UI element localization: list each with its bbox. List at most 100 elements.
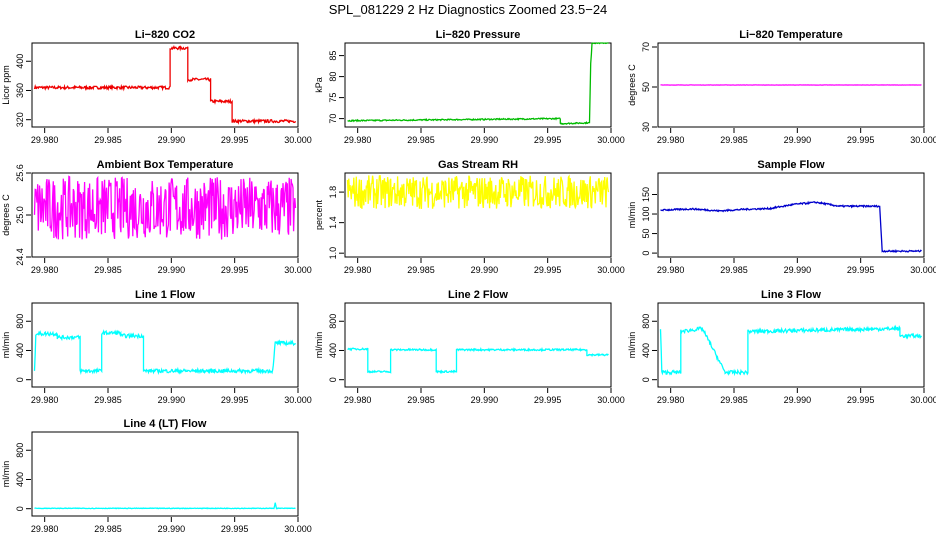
x-tick-label: 30.000 xyxy=(597,265,625,275)
x-tick-label: 29.985 xyxy=(407,265,435,275)
y-tick-label: 70 xyxy=(641,42,651,52)
panel-title: Li−820 Pressure xyxy=(436,29,521,41)
x-tick-label: 29.995 xyxy=(847,135,875,145)
y-axis-label: ml/min xyxy=(627,202,637,229)
panel-title: Line 1 Flow xyxy=(135,289,195,301)
y-tick-label: 85 xyxy=(328,51,338,61)
x-tick-label: 29.995 xyxy=(847,395,875,405)
y-tick-label: 50 xyxy=(641,82,651,92)
y-axis-label: ml/min xyxy=(627,332,637,359)
y-tick-label: 80 xyxy=(328,72,338,82)
figure-title: SPL_081229 2 Hz Diagnostics Zoomed 23.5−… xyxy=(329,2,608,17)
x-tick-label: 29.980 xyxy=(31,135,59,145)
y-axis-label: degrees C xyxy=(627,64,637,106)
x-tick-label: 29.985 xyxy=(94,265,122,275)
x-tick-label: 29.995 xyxy=(221,395,249,405)
panel-title: Ambient Box Temperature xyxy=(97,159,234,171)
series-line xyxy=(661,327,922,374)
x-tick-label: 29.985 xyxy=(720,135,748,145)
y-axis-label: percent xyxy=(314,199,324,230)
x-tick-label: 29.985 xyxy=(94,524,122,534)
plot-frame xyxy=(345,43,611,127)
panel-title: Gas Stream RH xyxy=(438,159,518,171)
x-tick-label: 29.985 xyxy=(407,135,435,145)
x-tick-label: 29.985 xyxy=(720,265,748,275)
x-tick-label: 30.000 xyxy=(284,265,312,275)
x-tick-label: 30.000 xyxy=(284,395,312,405)
y-tick-label: 0 xyxy=(641,377,651,382)
y-tick-label: 400 xyxy=(15,54,25,69)
y-tick-label: 150 xyxy=(641,187,651,202)
x-tick-label: 30.000 xyxy=(284,135,312,145)
series-line xyxy=(35,503,296,509)
y-tick-label: 30 xyxy=(641,122,651,132)
x-tick-label: 29.985 xyxy=(94,395,122,405)
series-line xyxy=(348,348,609,372)
x-tick-label: 29.980 xyxy=(657,395,685,405)
x-tick-label: 29.990 xyxy=(471,395,499,405)
y-tick-label: 25.6 xyxy=(15,164,25,182)
y-tick-label: 24.4 xyxy=(15,248,25,266)
x-tick-label: 29.990 xyxy=(158,395,186,405)
x-tick-label: 29.980 xyxy=(31,524,59,534)
y-axis-label: ml/min xyxy=(314,332,324,359)
x-tick-label: 29.980 xyxy=(344,395,372,405)
x-tick-label: 30.000 xyxy=(597,395,625,405)
y-tick-label: 100 xyxy=(641,207,651,222)
y-tick-label: 800 xyxy=(641,314,651,329)
x-tick-label: 29.980 xyxy=(657,135,685,145)
y-tick-label: 50 xyxy=(641,229,651,239)
x-tick-label: 30.000 xyxy=(910,395,936,405)
y-tick-label: 0 xyxy=(15,377,25,382)
x-tick-label: 29.990 xyxy=(471,135,499,145)
x-tick-label: 29.995 xyxy=(534,395,562,405)
y-tick-label: 400 xyxy=(328,343,338,358)
x-tick-label: 29.990 xyxy=(158,265,186,275)
x-tick-label: 29.995 xyxy=(221,265,249,275)
plot-frame xyxy=(32,303,298,387)
panel-title: Line 4 (LT) Flow xyxy=(124,418,207,430)
x-tick-label: 29.995 xyxy=(221,135,249,145)
y-tick-label: 0 xyxy=(641,251,651,256)
x-tick-label: 29.995 xyxy=(534,135,562,145)
x-tick-label: 29.980 xyxy=(31,395,59,405)
plot-frame xyxy=(658,173,924,257)
x-tick-label: 29.985 xyxy=(407,395,435,405)
panel-7: Line 1 Flow ml/min 29.980 29.985 29.990 29.99… xyxy=(1,289,312,405)
series-line xyxy=(661,202,922,252)
panel-title: Line 3 Flow xyxy=(761,289,821,301)
y-tick-label: 75 xyxy=(328,93,338,103)
x-tick-label: 29.990 xyxy=(784,265,812,275)
y-axis-label: kPa xyxy=(314,77,324,93)
y-tick-label: 1.4 xyxy=(328,216,338,229)
y-tick-label: 400 xyxy=(15,472,25,487)
x-tick-label: 29.990 xyxy=(784,395,812,405)
series-line xyxy=(348,43,609,124)
series-line xyxy=(35,47,296,123)
y-tick-label: 400 xyxy=(641,343,651,358)
plot-frame xyxy=(658,303,924,387)
series-line xyxy=(35,177,296,240)
y-tick-label: 1.0 xyxy=(328,247,338,260)
y-tick-label: 800 xyxy=(15,314,25,329)
x-tick-label: 29.990 xyxy=(784,135,812,145)
x-tick-label: 29.995 xyxy=(221,524,249,534)
y-tick-label: 0 xyxy=(328,377,338,382)
plot-frame xyxy=(32,432,298,516)
y-tick-label: 70 xyxy=(328,114,338,124)
x-tick-label: 29.980 xyxy=(344,265,372,275)
y-axis-label: ml/min xyxy=(1,332,11,359)
plot-frame xyxy=(345,303,611,387)
panel-title: Sample Flow xyxy=(757,159,825,171)
y-tick-label: 360 xyxy=(15,83,25,98)
y-axis-label: degrees C xyxy=(1,194,11,236)
